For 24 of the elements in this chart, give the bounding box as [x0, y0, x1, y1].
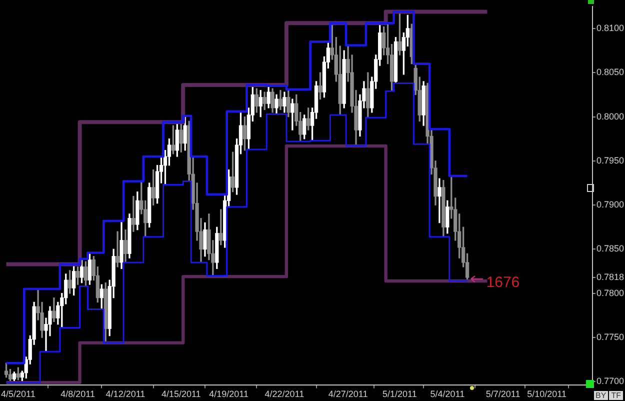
x-tick-label: 5/10/2011: [527, 389, 566, 400]
y-tick-label: 0.7850: [596, 244, 624, 254]
x-tick-label: 4/5/2011: [0, 389, 36, 400]
x-tick-label: 5/1/2011: [382, 389, 417, 400]
x-tick-label: 4/15/2011: [161, 389, 201, 400]
text: TF: [609, 391, 623, 400]
x-tick-label: 4/8/2011: [60, 389, 95, 400]
x-tick-label: 4/27/2011: [328, 389, 368, 400]
y-tick-label: 0.8050: [596, 67, 624, 78]
x-tick-label: 4/19/2011: [209, 389, 249, 400]
y-tick-label: 0.7818: [596, 272, 624, 282]
x-tick-label: 5/7/2011: [486, 389, 520, 400]
y-tick-label: 0.8000: [596, 111, 624, 122]
y-tick-label: 0.7900: [596, 200, 624, 210]
y-tick-label: 0.8100: [596, 22, 624, 33]
x-tick-label: 4/12/2011: [106, 389, 146, 400]
x-tick-label: 5/4/2011: [430, 389, 465, 400]
y-tick-label: 0.7750: [596, 332, 624, 342]
annotation: 1676: [486, 274, 520, 291]
y-tick-label: 0.7800: [596, 288, 624, 298]
text: BY: [594, 391, 608, 400]
y-tick-label: 0.7950: [596, 155, 624, 166]
y-tick-label: 0.7700: [596, 376, 624, 386]
x-tick-label: 4/22/2011: [264, 389, 304, 400]
